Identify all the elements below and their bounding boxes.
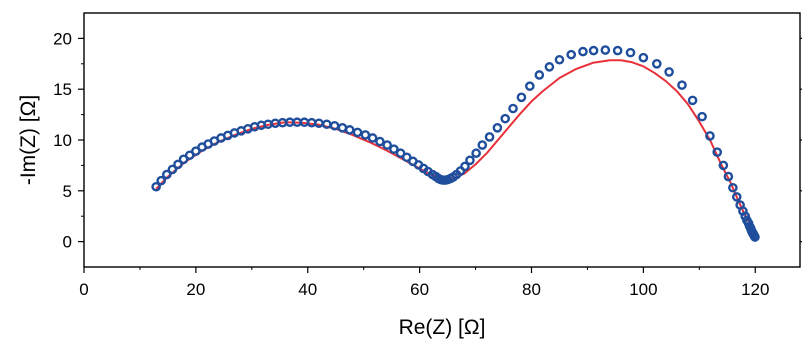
y-tick-label: 0 bbox=[63, 233, 72, 252]
x-tick-label: 120 bbox=[741, 280, 769, 299]
plot-frame bbox=[83, 12, 801, 268]
x-tick-label: 60 bbox=[410, 280, 429, 299]
data-point bbox=[750, 232, 760, 242]
data-point bbox=[664, 67, 674, 77]
data-point bbox=[344, 125, 355, 135]
x-tick-label: 20 bbox=[186, 280, 205, 299]
data-point bbox=[566, 49, 577, 60]
axes: 0 20 40 60 80 100 120 0 5 10 15 20 bbox=[53, 29, 802, 299]
data-point bbox=[712, 147, 723, 157]
data-point bbox=[697, 111, 707, 122]
y-axis-title: -Im(Z) [Ω] bbox=[17, 95, 40, 185]
data-point bbox=[156, 175, 166, 186]
data-point bbox=[516, 92, 527, 103]
marker-layer bbox=[151, 45, 760, 242]
data-point bbox=[544, 62, 555, 72]
data-point bbox=[314, 118, 324, 129]
x-tick-label: 100 bbox=[629, 280, 657, 299]
data-point bbox=[389, 144, 399, 154]
data-point bbox=[321, 119, 332, 130]
data-point bbox=[534, 70, 545, 80]
data-point bbox=[731, 192, 742, 202]
x-tick-label: 0 bbox=[79, 280, 88, 299]
data-point bbox=[382, 140, 392, 150]
data-point bbox=[728, 182, 738, 193]
data-point bbox=[612, 45, 623, 56]
data-point bbox=[492, 123, 503, 133]
fit-line bbox=[155, 59, 757, 236]
data-point bbox=[191, 146, 201, 156]
data-point bbox=[161, 169, 172, 180]
data-point bbox=[588, 45, 599, 56]
data-point bbox=[723, 171, 734, 182]
data-point bbox=[460, 161, 470, 172]
data-point bbox=[625, 47, 636, 58]
x-tick-label: 80 bbox=[522, 280, 541, 299]
data-point bbox=[352, 127, 363, 138]
y-tick-label: 10 bbox=[53, 131, 72, 150]
data-point bbox=[367, 133, 378, 143]
data-point bbox=[329, 120, 340, 131]
data-point bbox=[173, 159, 183, 170]
data-point bbox=[500, 113, 511, 124]
data-point bbox=[508, 103, 518, 114]
data-point bbox=[484, 132, 495, 142]
data-point bbox=[401, 152, 412, 163]
data-point bbox=[677, 80, 687, 90]
data-point bbox=[167, 164, 178, 175]
data-point bbox=[554, 54, 565, 65]
data-point bbox=[705, 131, 715, 141]
y-tick-label: 20 bbox=[53, 29, 72, 48]
data-point bbox=[525, 81, 535, 91]
data-point bbox=[600, 45, 611, 55]
data-point bbox=[465, 155, 475, 166]
data-point bbox=[477, 140, 488, 150]
data-point bbox=[652, 59, 662, 69]
y-tick-label: 5 bbox=[63, 182, 72, 201]
data-point bbox=[375, 136, 385, 147]
data-point bbox=[151, 181, 161, 192]
y-tick-label: 15 bbox=[53, 80, 72, 99]
data-point bbox=[718, 160, 729, 171]
data-point bbox=[578, 46, 588, 57]
data-point bbox=[687, 95, 698, 106]
x-tick-label: 40 bbox=[298, 280, 317, 299]
data-point bbox=[638, 52, 649, 63]
fit-line-layer bbox=[155, 59, 757, 236]
data-point bbox=[471, 148, 481, 159]
x-axis-title: Re(Z) [Ω] bbox=[399, 316, 486, 339]
